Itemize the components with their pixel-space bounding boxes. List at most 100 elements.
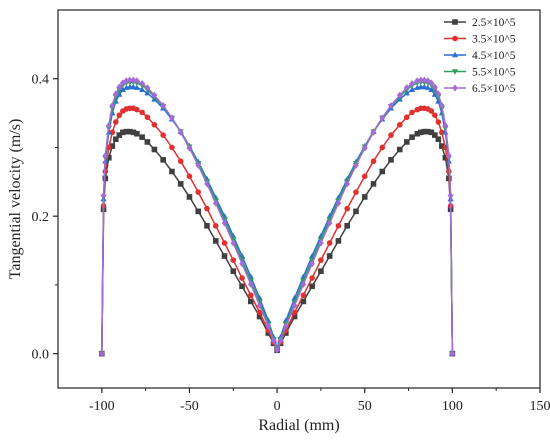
data-point — [270, 337, 277, 345]
data-point — [230, 268, 237, 274]
data-point — [177, 181, 184, 187]
data-point — [353, 161, 359, 169]
data-point — [116, 83, 123, 91]
data-point — [318, 268, 324, 274]
data-point — [248, 280, 254, 288]
data-point — [421, 128, 428, 135]
data-point — [256, 313, 263, 320]
series-line — [101, 130, 454, 354]
legend: 2.5×10^5 3.5×10^5 4.5×10^5 5.5×10^5 6.5×10^5 — [444, 17, 516, 95]
data-point — [195, 189, 202, 195]
data-point — [119, 86, 126, 92]
series-line — [101, 107, 454, 354]
data-point — [396, 121, 403, 128]
data-point — [212, 238, 219, 244]
data-point — [160, 102, 166, 110]
data-point — [177, 158, 184, 164]
data-point — [344, 180, 350, 188]
data-point — [451, 69, 459, 75]
data-point — [221, 219, 228, 227]
data-point — [99, 350, 105, 358]
data-point — [425, 128, 431, 135]
data-point — [265, 322, 272, 330]
data-point — [274, 346, 280, 354]
data-point — [130, 76, 137, 84]
data-point — [177, 128, 184, 136]
y-tick-label: 0.0 — [32, 348, 50, 363]
data-point — [139, 109, 145, 116]
data-point — [421, 76, 428, 84]
data-point — [120, 129, 126, 136]
data-point — [428, 79, 435, 87]
data-point — [113, 119, 119, 125]
data-point — [414, 77, 421, 85]
data-point — [344, 205, 351, 212]
data-point — [109, 102, 116, 110]
data-point — [139, 134, 145, 140]
y-tick-label: 0.2 — [32, 210, 50, 225]
data-point — [106, 121, 112, 129]
data-point — [309, 260, 315, 268]
data-point — [439, 102, 445, 110]
data-point — [291, 302, 298, 310]
series-3.5×10^5 — [99, 105, 456, 357]
data-point — [116, 132, 123, 138]
data-point — [134, 77, 140, 85]
data-point — [435, 119, 442, 125]
data-point — [134, 106, 140, 113]
data-point — [424, 84, 431, 90]
data-point — [151, 91, 158, 99]
data-point — [344, 223, 350, 229]
series-line — [101, 79, 454, 354]
data-point — [442, 154, 449, 161]
x-tick-label: -50 — [180, 399, 199, 414]
data-point — [428, 129, 435, 136]
data-point — [335, 199, 342, 207]
data-point — [449, 350, 456, 358]
x-axis-label: Radial (mm) — [258, 417, 339, 434]
data-point — [230, 239, 237, 247]
data-point — [127, 76, 133, 84]
data-point — [439, 143, 445, 149]
data-point — [283, 322, 289, 330]
data-point — [291, 313, 298, 320]
data-point — [204, 205, 210, 212]
data-point — [452, 35, 458, 42]
data-point — [435, 136, 442, 143]
data-point — [130, 129, 137, 136]
data-point — [212, 223, 219, 229]
data-point — [277, 337, 284, 345]
data-point — [353, 208, 359, 215]
data-point — [409, 134, 415, 140]
data-point — [113, 136, 119, 143]
data-point — [256, 302, 263, 310]
data-point — [204, 223, 210, 229]
data-point — [418, 129, 424, 136]
data-point — [442, 121, 449, 129]
data-point — [370, 158, 377, 164]
y-axis-label: Tangential velocity (m/s) — [7, 119, 24, 280]
data-point — [106, 154, 112, 161]
data-point — [127, 128, 133, 135]
data-point — [169, 144, 175, 151]
data-point — [379, 114, 386, 122]
x-tick-label: 100 — [442, 399, 463, 414]
data-point — [428, 108, 435, 114]
data-point — [309, 283, 315, 290]
data-point — [428, 86, 435, 92]
data-point — [186, 194, 193, 200]
data-point — [403, 114, 410, 121]
data-point — [248, 292, 254, 299]
data-point — [447, 192, 454, 200]
y-tick-label: 0.4 — [32, 73, 50, 88]
data-point — [318, 257, 324, 263]
data-point — [160, 132, 166, 138]
data-point — [353, 189, 359, 195]
data-point — [139, 86, 146, 92]
data-point — [335, 223, 342, 229]
data-point — [452, 84, 458, 92]
data-point — [396, 146, 403, 153]
data-point — [370, 128, 377, 136]
data-point — [113, 90, 119, 98]
